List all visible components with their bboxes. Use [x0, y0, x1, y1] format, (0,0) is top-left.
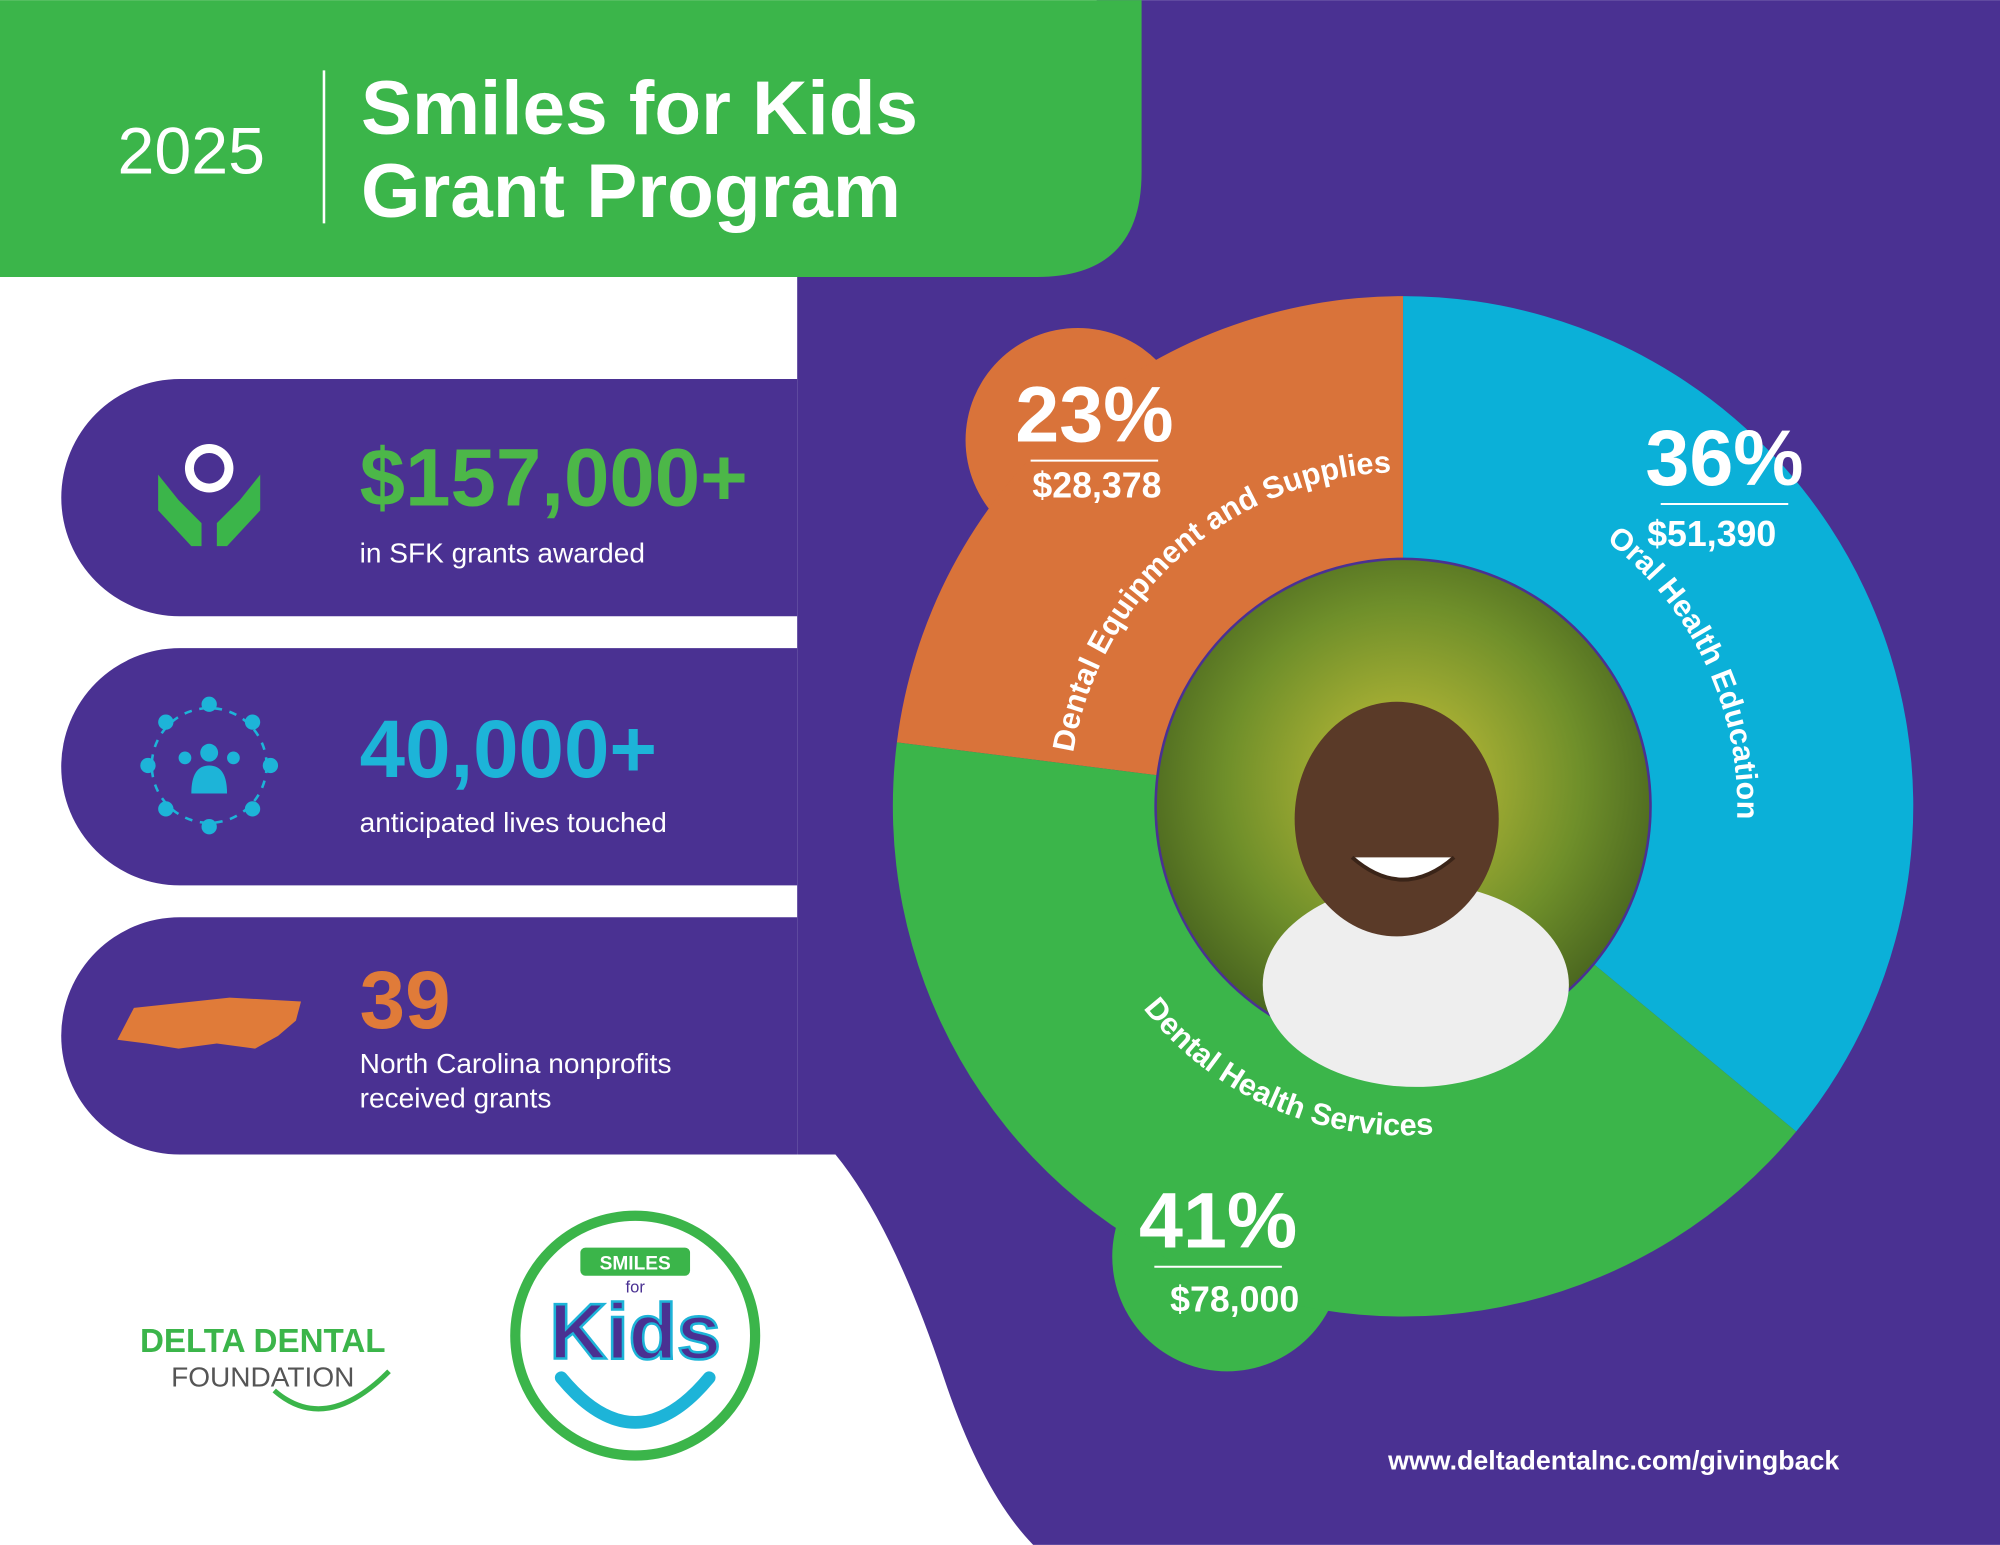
amount-label: $28,378: [1032, 466, 1161, 506]
stat-pill: [61, 648, 798, 886]
stat-pill: [61, 379, 798, 617]
icon-nc-map: [117, 997, 302, 1049]
stat-pill: [61, 917, 798, 1155]
stat-label: received grants: [360, 1082, 552, 1113]
program-logo: SMILES for Kids: [507, 1208, 763, 1464]
stat-label: in SFK grants awarded: [360, 538, 645, 569]
stat-label: anticipated lives touched: [360, 807, 667, 838]
icon-people: [140, 696, 279, 835]
donut-segment: [892, 742, 1797, 1317]
foundation-logo: DELTA DENTAL FOUNDATION: [140, 1323, 391, 1412]
stat-label: North Carolina nonprofits: [360, 1048, 672, 1079]
header-band: [0, 0, 1142, 277]
donut-segment: [896, 296, 1404, 776]
footer-url: www.deltadentalnc.com/givingback: [1387, 1446, 1839, 1476]
amount-label: $78,000: [1170, 1279, 1299, 1319]
foundation-sub: FOUNDATION: [171, 1362, 354, 1393]
photo-face: [1294, 701, 1499, 937]
program-logo-text: Kids: [550, 1287, 721, 1376]
value-label: 36%: [1645, 413, 1803, 502]
foundation-name: DELTA DENTAL: [140, 1323, 386, 1360]
header-title: Smiles for Kids: [361, 66, 918, 151]
value-label: 23%: [1015, 370, 1173, 459]
photo-smile: [1350, 855, 1456, 882]
value-label: 41%: [1139, 1176, 1297, 1265]
header-title: Grant Program: [361, 149, 901, 234]
stat-value: 40,000+: [360, 704, 657, 795]
amount-label: $51,390: [1647, 514, 1776, 554]
program-logo-text: SMILES: [600, 1253, 671, 1274]
photo-shirt: [1262, 882, 1569, 1087]
stat-value: $157,000+: [360, 432, 748, 523]
header-year: 2025: [118, 115, 266, 189]
program-logo-text: for: [626, 1277, 646, 1296]
icon-hands: [158, 444, 261, 547]
stat-value: 39: [360, 955, 451, 1046]
